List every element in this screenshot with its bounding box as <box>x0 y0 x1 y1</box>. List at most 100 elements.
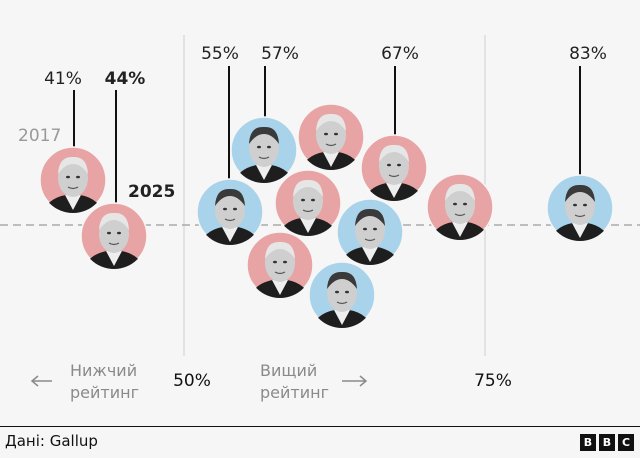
portrait-mouth <box>454 213 466 217</box>
portrait-eye <box>583 203 587 207</box>
portrait-collar <box>272 280 288 295</box>
portrait-eye <box>463 202 467 206</box>
president-marker <box>230 116 298 184</box>
axis-note-higher: Вищий <box>260 361 317 380</box>
portrait-mouth <box>325 143 337 147</box>
portrait-eye <box>107 231 111 235</box>
president-marker <box>308 261 376 329</box>
portrait-collar <box>572 223 588 238</box>
portrait-face <box>58 159 88 197</box>
portrait-hair <box>316 113 346 131</box>
portrait-mouth <box>274 271 286 275</box>
portrait-face <box>445 186 475 224</box>
bbc-logo: B B C <box>580 434 634 451</box>
portrait-eye <box>335 290 339 294</box>
x-tick-label: 75% <box>474 371 512 391</box>
portrait <box>250 241 310 298</box>
bbc-logo-letter: B <box>599 434 615 451</box>
portrait-eye <box>223 207 227 211</box>
portrait-eye <box>273 260 277 264</box>
portrait <box>340 208 400 265</box>
portrait-hair <box>99 212 129 230</box>
president-marker <box>274 169 342 237</box>
footer: Дані: Gallup B B C <box>0 426 640 458</box>
portrait-eye <box>117 231 121 235</box>
portrait-eye <box>311 198 315 202</box>
value-label: 67% <box>381 44 419 64</box>
portrait-hair <box>265 241 295 259</box>
portrait-eye <box>257 145 261 149</box>
portrait-collar <box>256 165 272 180</box>
portrait-collar <box>323 152 339 167</box>
portrait-hair <box>355 208 385 226</box>
portrait-eye <box>373 227 377 231</box>
portrait-hair <box>293 179 323 197</box>
portrait-face <box>316 116 346 154</box>
portrait-face <box>327 274 357 312</box>
portrait-mouth <box>258 156 270 160</box>
portrait <box>312 271 372 328</box>
portrait-face <box>379 147 409 185</box>
portrait-collar <box>362 247 378 262</box>
portrait-face <box>99 215 129 253</box>
year-label: 2017 <box>18 126 61 146</box>
portrait-eye <box>324 132 328 136</box>
arrow-left-icon <box>30 375 52 387</box>
portrait-mouth <box>574 214 586 218</box>
value-label: 55% <box>201 44 239 64</box>
year-label: 2025 <box>128 182 175 202</box>
value-label: 44% <box>105 69 146 89</box>
portrait-eye <box>453 202 457 206</box>
portrait-eye <box>283 260 287 264</box>
value-label: 41% <box>44 69 82 89</box>
president-marker <box>426 173 494 241</box>
portrait-eye <box>363 227 367 231</box>
portrait-hair <box>379 144 409 162</box>
president-marker <box>246 231 314 299</box>
approval-chart: 50% 75% Нижчий рейтинг Вищий рейтинг 41% 2017 44… <box>0 35 640 402</box>
bbc-logo-letter: B <box>580 434 596 451</box>
portrait-collar <box>386 183 402 198</box>
portrait-eye <box>345 290 349 294</box>
portrait <box>43 156 103 213</box>
portrait-hair <box>249 126 279 144</box>
president-marker <box>39 146 107 214</box>
source-note: Дані: Gallup <box>5 432 98 450</box>
portrait-hair <box>565 184 595 202</box>
portrait-eye <box>233 207 237 211</box>
portrait-collar <box>300 218 316 233</box>
portrait-collar <box>334 310 350 325</box>
portrait-mouth <box>302 209 314 213</box>
portrait-face <box>265 244 295 282</box>
portrait-hair <box>445 183 475 201</box>
portrait-mouth <box>388 174 400 178</box>
portrait <box>200 188 260 245</box>
portrait-eye <box>573 203 577 207</box>
portrait-hair <box>215 188 245 206</box>
arrow-right-icon <box>342 375 368 387</box>
portrait-collar <box>452 222 468 237</box>
portrait-face <box>355 211 385 249</box>
president-marker <box>546 174 614 242</box>
portrait-eye <box>267 145 271 149</box>
portrait-eye <box>76 175 80 179</box>
portrait <box>430 183 490 240</box>
president-marker <box>80 202 148 270</box>
president-marker <box>360 134 428 202</box>
portrait-eye <box>66 175 70 179</box>
axis-note-lower: Нижчий <box>70 361 137 380</box>
portrait-eye <box>334 132 338 136</box>
portrait-collar <box>106 251 122 266</box>
portrait-collar <box>65 195 81 210</box>
portrait-hair <box>327 271 357 289</box>
portrait-face <box>293 182 323 220</box>
portrait-eye <box>301 198 305 202</box>
president-marker <box>297 103 365 171</box>
portrait <box>301 113 361 170</box>
president-marker <box>196 178 264 246</box>
portrait <box>84 212 144 269</box>
x-tick-label: 50% <box>173 371 211 391</box>
portrait-mouth <box>67 186 79 190</box>
portrait-eye <box>397 163 401 167</box>
portrait <box>364 144 424 201</box>
